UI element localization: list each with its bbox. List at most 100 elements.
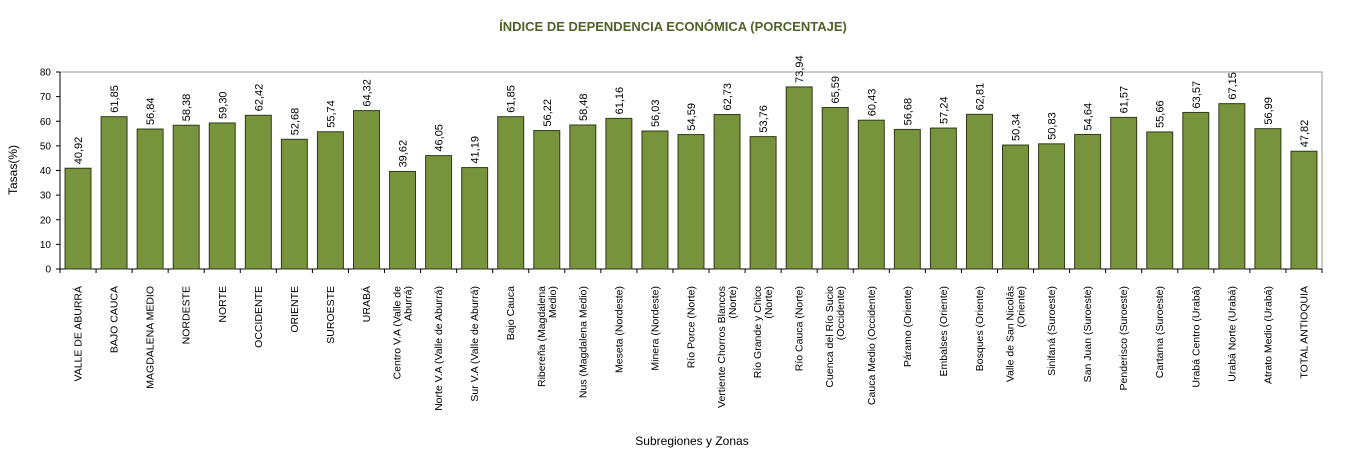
data-label: 54,64 <box>1083 103 1095 131</box>
data-label: 61,16 <box>614 87 626 115</box>
data-label: 64,32 <box>361 79 373 107</box>
x-tick-label: Cartama (Suroeste) <box>1154 286 1166 378</box>
data-label: 58,48 <box>578 93 590 121</box>
bar <box>569 124 597 270</box>
bar <box>461 167 489 270</box>
data-label: 65,59 <box>830 76 842 104</box>
x-tick-label: TOTAL ANTIOQUIA <box>1298 286 1310 379</box>
bar <box>280 138 308 270</box>
bar <box>1182 111 1210 270</box>
data-label: 47,82 <box>1299 120 1311 148</box>
x-tick-label-line: Cartama (Suroeste) <box>1154 286 1166 378</box>
x-tick-label: MAGDALENA MEDIO <box>145 286 157 389</box>
data-label: 52,68 <box>289 108 301 136</box>
data-label: 62,73 <box>722 83 734 111</box>
y-tick-label: 0 <box>45 265 51 276</box>
x-tick-label: OCCIDENTE <box>253 286 265 348</box>
x-tick-label: ORIENTE <box>289 286 301 333</box>
bar <box>713 114 741 270</box>
x-tick-label-line: Penderisco (Suroeste) <box>1118 286 1130 390</box>
x-tick-label-line: Meseta (Nordeste) <box>613 286 625 373</box>
x-tick-label: Río Porce (Norte) <box>686 286 698 368</box>
data-label: 63,57 <box>1191 81 1203 109</box>
x-tick-label-line: VALLE DE ABURRÁ <box>72 286 85 382</box>
y-tick-label: 40 <box>40 166 52 177</box>
x-tick-label-line: Vertiente Chorros Blancos <box>716 286 728 408</box>
bar <box>389 170 417 270</box>
data-label: 61,85 <box>506 85 518 113</box>
x-tick-label-line: URABÁ <box>360 286 373 322</box>
x-tick-label: VALLE DE ABURRÁ <box>72 286 85 382</box>
x-tick-label: Río Grande y Chico(Norte) <box>752 286 775 378</box>
bar <box>533 130 561 270</box>
data-label: 56,22 <box>542 99 554 127</box>
x-tick-label-line: OCCIDENTE <box>253 286 265 348</box>
x-tick-label: Centro V.A (Valle deAburrá) <box>392 286 415 380</box>
bar <box>244 114 272 270</box>
x-tick-label: Vertiente Chorros Blancos(Norte) <box>716 286 739 408</box>
x-tick-label: Norte V.A (Valle de Aburrá) <box>433 286 445 411</box>
x-tick-label: SUROESTE <box>325 286 337 344</box>
x-tick-label-line: Sinifaná (Suroeste) <box>1046 286 1058 376</box>
x-tick-label: Cauca Medio (Occidente) <box>866 286 878 405</box>
bar <box>1290 150 1318 270</box>
data-label: 55,66 <box>1155 100 1167 128</box>
x-tick-label: URABÁ <box>360 286 373 322</box>
x-tick-label-line: (Oriente) <box>1016 286 1028 327</box>
x-tick-label: Bosques (Oriente) <box>974 286 986 371</box>
bar <box>353 110 380 270</box>
x-tick-label: Nus (Magdalena Medio) <box>577 286 589 398</box>
x-tick-label-line: ORIENTE <box>289 286 301 333</box>
y-tick-label: 60 <box>40 117 52 128</box>
data-label: 62,81 <box>974 83 986 111</box>
data-label: 67,15 <box>1227 72 1239 100</box>
data-label: 62,42 <box>253 84 265 112</box>
x-tick-label: Sur V.A (Valle de Aburrá) <box>469 286 481 402</box>
y-axis-title: Tasas(%) <box>6 145 20 195</box>
x-tick-label: Atrato Medio (Urabá) <box>1262 286 1274 384</box>
bar <box>64 167 92 270</box>
x-axis-title: Subregiones y Zonas <box>635 434 748 448</box>
x-tick-label-line: (Occidente) <box>835 286 847 340</box>
x-tick-label: Río Cauca (Norte) <box>794 286 806 371</box>
x-tick-label-line: Medio) <box>547 286 559 318</box>
data-label: 56,99 <box>1263 97 1275 125</box>
x-tick-label: Urabá Norte (Urabá) <box>1226 286 1238 382</box>
x-tick-label: NORTE <box>217 286 229 323</box>
bar <box>641 130 669 270</box>
data-label: 61,85 <box>109 85 121 113</box>
bar <box>1110 116 1138 270</box>
x-tick-label-line: (Norte) <box>763 286 775 319</box>
data-label: 56,84 <box>145 98 157 126</box>
y-tick-label: 50 <box>40 141 52 152</box>
y-tick-label: 70 <box>40 92 52 103</box>
x-tick-label-line: Embalses (Oriente) <box>938 286 950 376</box>
y-tick-label: 10 <box>40 240 52 251</box>
bar <box>100 116 128 270</box>
x-tick-label: San Juan (Suroeste) <box>1082 286 1094 382</box>
data-label: 40,92 <box>73 137 85 165</box>
x-tick-label-line: Valle de San Nicolás <box>1005 286 1017 382</box>
x-tick-label-line: NORDESTE <box>181 286 193 344</box>
x-tick-label-line: Río Grande y Chico <box>752 286 764 378</box>
data-label: 59,30 <box>217 91 229 119</box>
x-tick-label: Valle de San Nicolás(Oriente) <box>1005 286 1028 382</box>
x-tick-label-line: Urabá Centro (Urabá) <box>1190 286 1202 388</box>
x-tick-label: Embalses (Oriente) <box>938 286 950 376</box>
data-label: 73,94 <box>794 55 806 83</box>
x-tick-label-line: Río Porce (Norte) <box>686 286 698 368</box>
x-tick-label-line: NORTE <box>217 286 229 323</box>
x-tick-label: Ribereña (MagdalenaMedio) <box>536 286 559 387</box>
x-tick-label: Páramo (Oriente) <box>902 286 914 367</box>
x-tick-label-line: SUROESTE <box>325 286 337 344</box>
bar <box>857 119 885 270</box>
bar <box>821 106 849 270</box>
bar <box>749 136 777 270</box>
x-tick-label-line: Aburrá) <box>403 286 415 321</box>
y-tick-label: 30 <box>40 191 52 202</box>
bar <box>316 131 344 270</box>
bar <box>893 128 921 270</box>
x-tick-label-line: Páramo (Oriente) <box>902 286 914 367</box>
bar <box>172 124 200 270</box>
